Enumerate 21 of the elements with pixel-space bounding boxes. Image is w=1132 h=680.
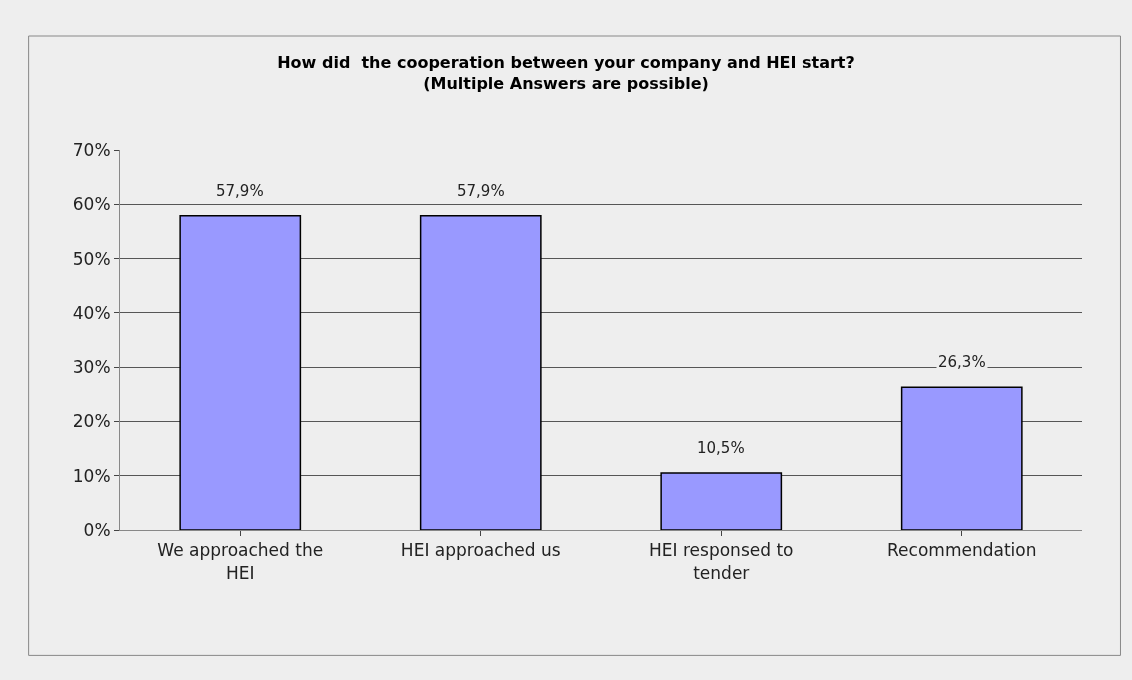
bar xyxy=(179,214,302,530)
y-tick-label: 10% xyxy=(72,465,111,486)
x-tick-label: We approached the HEI xyxy=(157,540,324,583)
bar xyxy=(419,214,542,530)
data-label: 26,3% xyxy=(938,353,986,371)
y-tick-label: 0% xyxy=(83,519,111,540)
y-tick-label: 60% xyxy=(72,194,111,215)
x-tick-label: Recommendation xyxy=(887,540,1037,561)
bar xyxy=(660,472,783,530)
y-tick-label: 70% xyxy=(72,139,111,160)
y-tick-label: 40% xyxy=(72,302,111,323)
data-label: 57,9% xyxy=(216,182,264,200)
x-tick-label: HEI responsed to tender xyxy=(649,540,794,583)
data-label: 57,9% xyxy=(457,182,505,200)
y-tick-label: 20% xyxy=(72,411,111,432)
y-tick-label: 50% xyxy=(72,248,111,269)
bar xyxy=(900,386,1023,530)
data-label: 10,5% xyxy=(697,439,745,457)
chart-title: How did the cooperation between your company and HEI start? (Multiple Answers are possible) xyxy=(277,53,855,93)
x-tick-label: HEI approached us xyxy=(400,540,561,561)
y-tick-label: 30% xyxy=(72,357,111,378)
